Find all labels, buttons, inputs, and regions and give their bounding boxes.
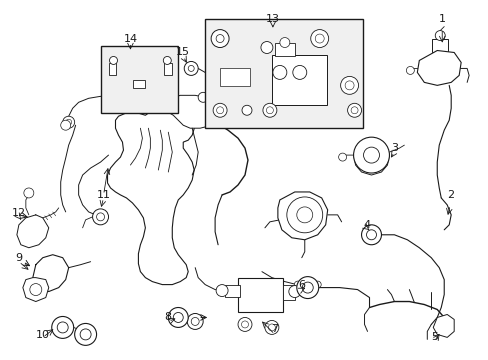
Bar xyxy=(133,80,145,88)
Circle shape xyxy=(188,66,194,71)
Bar xyxy=(224,285,240,297)
Circle shape xyxy=(187,314,203,329)
Bar xyxy=(108,63,116,75)
Circle shape xyxy=(242,105,251,115)
Bar xyxy=(205,19,362,128)
Circle shape xyxy=(80,329,91,340)
Text: 3: 3 xyxy=(390,143,397,153)
Bar xyxy=(238,278,282,312)
Circle shape xyxy=(75,323,96,345)
Circle shape xyxy=(92,209,108,225)
Polygon shape xyxy=(23,278,49,302)
Circle shape xyxy=(345,81,353,90)
Circle shape xyxy=(163,57,171,64)
Circle shape xyxy=(314,281,321,288)
Circle shape xyxy=(434,31,444,41)
Circle shape xyxy=(184,62,198,75)
Circle shape xyxy=(52,316,74,338)
Text: 7: 7 xyxy=(271,324,278,334)
Circle shape xyxy=(363,147,379,163)
Polygon shape xyxy=(277,192,327,240)
Circle shape xyxy=(292,66,306,80)
Circle shape xyxy=(216,107,223,114)
Circle shape xyxy=(286,197,322,233)
Text: 12: 12 xyxy=(12,208,26,218)
Circle shape xyxy=(296,276,318,298)
Circle shape xyxy=(213,103,226,117)
Text: 13: 13 xyxy=(265,14,279,24)
Circle shape xyxy=(315,34,324,43)
Circle shape xyxy=(268,324,275,331)
Text: 1: 1 xyxy=(438,14,445,24)
Circle shape xyxy=(353,137,388,173)
Circle shape xyxy=(198,92,208,102)
Circle shape xyxy=(266,107,273,114)
Text: 2: 2 xyxy=(446,190,453,200)
Circle shape xyxy=(366,230,376,240)
Circle shape xyxy=(310,30,328,48)
Circle shape xyxy=(24,188,34,198)
Circle shape xyxy=(96,213,104,221)
Circle shape xyxy=(216,285,227,297)
Polygon shape xyxy=(107,105,195,285)
Polygon shape xyxy=(108,55,172,68)
Text: 10: 10 xyxy=(36,330,50,341)
Text: 8: 8 xyxy=(164,312,171,323)
Circle shape xyxy=(361,225,381,245)
Text: 14: 14 xyxy=(123,33,137,44)
Circle shape xyxy=(347,103,361,117)
Circle shape xyxy=(294,281,301,288)
Circle shape xyxy=(65,119,72,125)
Polygon shape xyxy=(432,315,453,337)
Bar xyxy=(164,63,172,75)
Text: 15: 15 xyxy=(176,48,190,58)
Circle shape xyxy=(216,35,224,42)
Polygon shape xyxy=(353,140,388,175)
Circle shape xyxy=(288,285,300,298)
Circle shape xyxy=(302,282,313,293)
Bar xyxy=(271,55,326,105)
Circle shape xyxy=(191,318,199,325)
Bar xyxy=(274,42,294,57)
Circle shape xyxy=(406,67,413,75)
Circle shape xyxy=(272,66,286,80)
Circle shape xyxy=(296,207,312,223)
Circle shape xyxy=(261,41,272,54)
Text: 9: 9 xyxy=(15,253,22,263)
Text: 11: 11 xyxy=(96,190,110,200)
Text: 5: 5 xyxy=(430,332,437,342)
Circle shape xyxy=(109,57,117,64)
Circle shape xyxy=(350,107,357,114)
Circle shape xyxy=(241,321,248,328)
Circle shape xyxy=(279,37,289,48)
Bar xyxy=(431,39,447,53)
Polygon shape xyxy=(416,50,460,85)
Circle shape xyxy=(340,76,358,94)
Circle shape xyxy=(168,307,188,328)
Circle shape xyxy=(338,153,346,161)
Circle shape xyxy=(61,120,71,130)
Circle shape xyxy=(238,318,251,332)
Circle shape xyxy=(211,30,228,48)
Text: 6: 6 xyxy=(298,280,305,289)
Circle shape xyxy=(57,322,68,333)
Polygon shape xyxy=(207,55,264,95)
Polygon shape xyxy=(155,95,220,128)
Circle shape xyxy=(173,312,183,323)
Bar xyxy=(101,45,178,113)
Bar xyxy=(282,285,294,300)
Text: 4: 4 xyxy=(362,220,369,230)
Bar xyxy=(220,68,249,86)
Circle shape xyxy=(263,103,276,117)
Circle shape xyxy=(30,284,41,296)
Circle shape xyxy=(264,320,278,334)
Circle shape xyxy=(62,116,75,128)
